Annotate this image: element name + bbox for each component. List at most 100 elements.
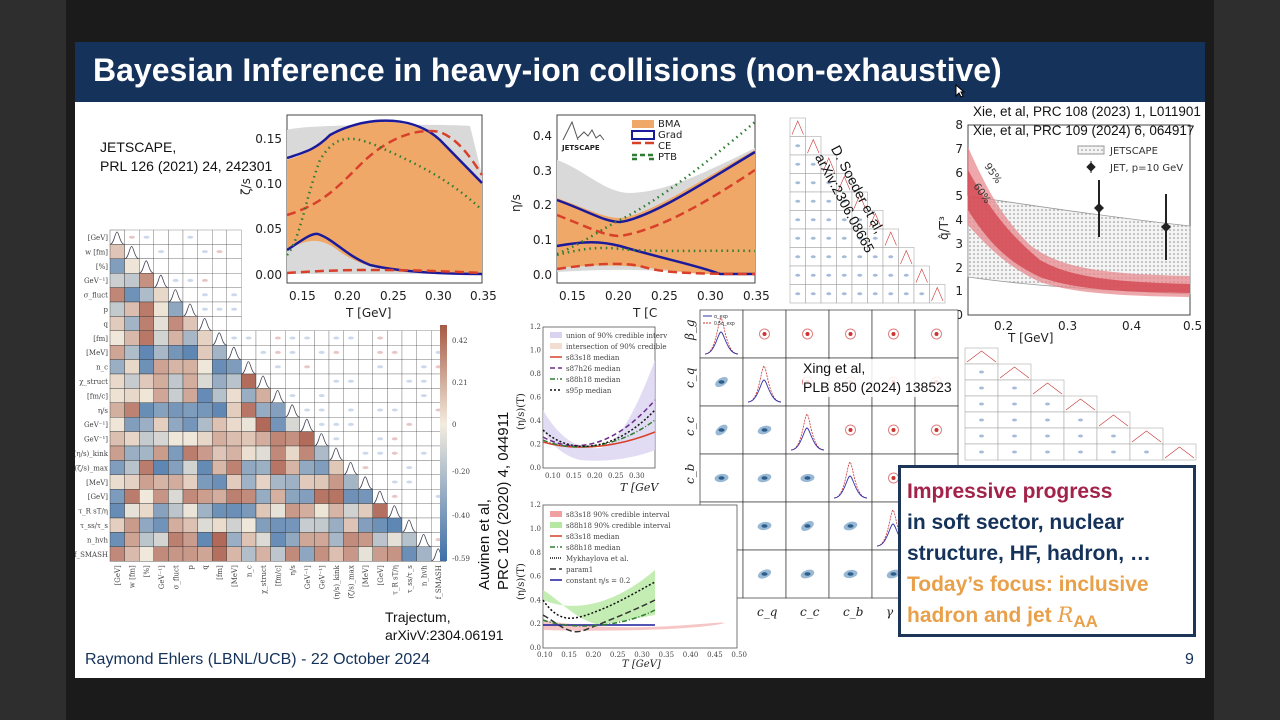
matrix-cell — [314, 373, 330, 389]
matrix-cell — [182, 345, 198, 360]
tick-label: 0.20 — [586, 651, 602, 659]
citation-line: Xie, et al, PRC 109 (2024) 6, 064917 — [973, 123, 1195, 138]
scatter-blob — [377, 408, 384, 412]
scatter-blob — [810, 273, 816, 277]
matrix-cell — [314, 359, 330, 375]
scatter-blob — [857, 218, 863, 222]
matrix-cell — [153, 431, 169, 447]
matrix-cell — [138, 273, 154, 288]
matrix-cell — [124, 301, 140, 317]
row-label: τ_ss/τ_s — [80, 522, 108, 530]
matrix-cell — [168, 388, 184, 403]
matrix-cell — [211, 402, 227, 418]
matrix-cell — [153, 345, 169, 360]
ce-upper — [286, 129, 484, 217]
scatter-blob — [810, 292, 816, 296]
marginal-curve — [1164, 446, 1195, 459]
matrix-cell — [255, 489, 271, 504]
parameter-label: c_q — [683, 367, 697, 388]
matrix-cell — [226, 460, 242, 475]
matrix-cell — [211, 503, 227, 519]
matrix-cell — [153, 445, 169, 461]
slide: Bayesian Inference in heavy-ion collisio… — [75, 42, 1205, 678]
tick-label: 0.45 — [707, 651, 723, 659]
posterior-core — [761, 572, 768, 576]
slide-title: Bayesian Inference in heavy-ion collisio… — [93, 52, 1002, 88]
tick-label: 0.25 — [651, 289, 678, 303]
scatter-blob — [274, 365, 281, 369]
scatter-blob — [377, 336, 384, 340]
legend-label: Mykhaylova et al. — [566, 555, 629, 563]
parameter-label: γ — [886, 605, 894, 619]
posterior-contour — [845, 424, 856, 436]
summary-line: in soft sector, nuclear — [907, 511, 1125, 534]
parameter-label: c_c — [800, 605, 820, 619]
matrix-cell — [241, 517, 257, 533]
matrix-cell — [314, 330, 330, 346]
matrix-cell — [372, 503, 388, 519]
marginal-curve — [1131, 430, 1162, 443]
ptb-curve — [286, 137, 483, 256]
matrix-cell — [211, 373, 227, 389]
tick-label: 0.4 — [1122, 319, 1141, 333]
matrix-cell — [168, 345, 184, 360]
scatter-blob — [318, 422, 325, 426]
marginal-curve — [285, 404, 300, 418]
matrix-cell — [372, 517, 388, 533]
column-label: w [fm] — [129, 565, 137, 588]
row-label: GeV⁻¹] — [84, 277, 108, 285]
legend-label: JET, p=10 GeV — [1109, 163, 1183, 174]
matrix-cell — [343, 546, 359, 562]
matrix-cell — [226, 402, 242, 418]
matrix-cell — [211, 489, 227, 504]
bma-band — [287, 121, 482, 274]
matrix-cell — [328, 402, 344, 418]
matrix-cell — [255, 517, 271, 533]
posterior-core — [761, 476, 768, 480]
scatter-blob — [420, 365, 427, 369]
matrix-cell — [416, 431, 432, 447]
row-label: χ_struct — [79, 378, 108, 386]
scatter-blob — [872, 292, 878, 296]
matrix-cell — [211, 417, 227, 432]
matrix-cell — [416, 546, 432, 562]
tick-label: 0.30 — [629, 472, 645, 480]
column-label: (η/s)_kink — [333, 564, 341, 599]
row-label: f_SMASH — [75, 551, 108, 559]
scatter-blob — [857, 273, 863, 277]
x-axis-label: T [GeV] — [345, 306, 391, 320]
scatter-blob — [391, 437, 398, 441]
marginal-curve — [270, 389, 286, 404]
matrix-cell — [153, 532, 169, 548]
posterior-core — [890, 572, 897, 576]
marginal-curve — [884, 231, 897, 246]
column-label: q — [202, 565, 210, 570]
matrix-cell — [372, 474, 388, 490]
matrix-cell — [358, 345, 373, 360]
matrix-cell — [168, 546, 184, 562]
scatter-blob — [201, 293, 208, 297]
matrix-cell — [138, 301, 154, 317]
legend-label: α_exp — [714, 314, 728, 320]
matrix-cell — [197, 489, 213, 504]
matrix-cell — [401, 503, 417, 519]
scatter-blob — [826, 273, 832, 277]
matrix-cell — [138, 402, 154, 418]
matrix-cell — [270, 546, 286, 562]
matrix-cell — [109, 345, 125, 360]
citation-trajectum: Trajectum, arXivV:2304.06191 — [385, 608, 504, 644]
footer-author-date: Raymond Ehlers (LBNL/UCB) - 22 October 2… — [85, 651, 431, 668]
citation-line: arXivV:2304.06191 — [385, 627, 504, 643]
posterior-core — [891, 476, 896, 480]
citation-auvinen: Auvinen et al, PRC 102 (2020) 4, 044911 — [475, 412, 513, 590]
parameter-label: c_b — [683, 464, 697, 484]
matrix-cell — [343, 431, 359, 447]
matrix-cell — [226, 388, 242, 403]
scatter-blob — [128, 235, 135, 239]
tick-label: 0.4 — [530, 417, 542, 425]
scatter-blob — [231, 307, 238, 311]
scatter-blob — [1012, 418, 1017, 422]
tick-label: 0.3 — [533, 164, 552, 178]
scatter-blob — [979, 386, 984, 390]
tick-label: 0.30 — [425, 289, 452, 303]
